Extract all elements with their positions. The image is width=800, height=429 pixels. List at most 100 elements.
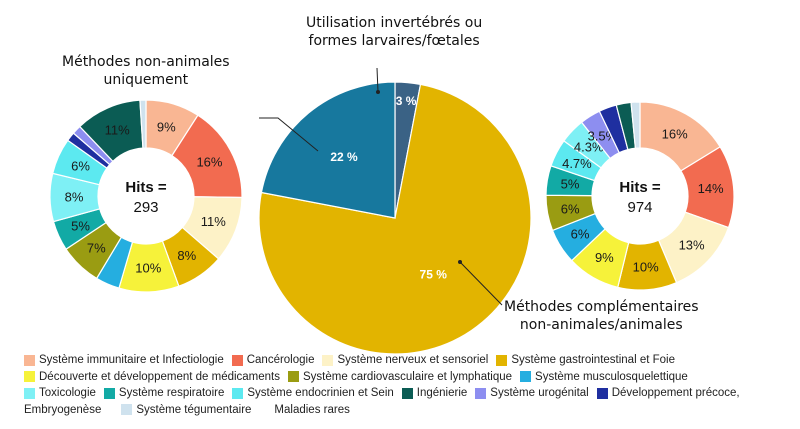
legend-row: Système immunitaire et Infectiologie Canc… [24, 352, 794, 369]
legend-swatch [121, 404, 133, 416]
bottom-annotation: Méthodes complémentaires non-animales/an… [504, 298, 699, 334]
top-label-line2: formes larvaires/fœtales [308, 33, 480, 49]
data-label-systeme-nerveux-et-sensoriel: 11% [201, 214, 226, 229]
legend-item: Cancérologie [231, 352, 315, 369]
left-donut-chart: 9% 16% 11% 8% 10% 7% 5% 8% 6% 11% Hits = 293 [49, 99, 243, 293]
legend-item: Système tégumentaire [121, 402, 251, 419]
legend-swatch [475, 387, 487, 399]
legend-item: Système musculosquelettique [520, 369, 688, 386]
data-label-methodes-non-animales-uniquement: 22 % [330, 150, 358, 164]
data-label-toxicologie: 8% [65, 190, 84, 205]
legend-label: Système tégumentaire [136, 403, 252, 416]
legend-label: Système gastrointestinal et Foie [511, 354, 675, 366]
legend-item: Toxicologie [24, 385, 96, 402]
legend-swatch [24, 354, 35, 366]
data-label-ingenierie: 11% [105, 123, 130, 138]
legend-item: Système cardiovasculaire et lymphatique [288, 369, 512, 386]
bottom-label-line2: non-animales/animales [519, 317, 683, 333]
slice-methodes-complementaires-non-animales-animales [258, 83, 532, 355]
left-title-line1: Méthodes non-animales [62, 54, 230, 70]
leader-line-top [376, 67, 379, 93]
legend-item: Système immunitaire et Infectiologie [24, 352, 224, 369]
legend-row: Toxicologie Système respiratoire Système e… [24, 385, 794, 402]
legend-swatch [496, 354, 508, 366]
leader-line-left [259, 117, 319, 152]
data-label-systeme-respiratoire: 5% [71, 218, 90, 233]
legend-label: Toxicologie [39, 387, 96, 399]
legend-item: Maladies rares [259, 402, 350, 419]
data-label-cancerologie: 16% [196, 154, 222, 169]
data-label-methodes-complementaires-non-animales-animales: 75 % [420, 268, 448, 282]
data-label-toxicologie: 4.3% [574, 139, 604, 154]
legend-swatch [596, 387, 608, 399]
right-donut-chart: 16%14%13%10%9%6%6%5%4.7%4.3%3.5%Hits =97… [545, 101, 735, 291]
data-label-cancerologie: 14% [698, 181, 724, 196]
data-label-systeme-endocrinien-et-sein: 6% [71, 159, 90, 174]
legend-swatch [232, 387, 244, 399]
top-label-line1: Utilisation invertébrés ou [306, 15, 483, 31]
center-pie-chart: 3 % 75 % 22 % [258, 81, 532, 355]
legend-swatch [520, 371, 532, 383]
legend-swatch [322, 354, 334, 366]
legend-swatch [103, 387, 115, 399]
leader-lines [259, 67, 503, 306]
top-annotation: Utilisation invertébrés ou formes larvai… [306, 14, 482, 50]
data-label-systeme-gastrointestinal-et-foie: 10% [633, 259, 659, 274]
legend-row: Embryogenèse Système tégumentaire Maladies… [24, 402, 794, 419]
data-label-decouverte-et-developpement-de-medicaments: 10% [135, 260, 161, 275]
legend-label: Découverte et développement de médicamen… [39, 370, 281, 383]
left-title-line2: uniquement [103, 72, 189, 88]
legend-label: Développement précoce, [611, 387, 740, 399]
legend-swatch [288, 371, 300, 383]
legend-continuation: Embryogenèse [24, 403, 102, 416]
legend-swatch [259, 404, 271, 416]
legend-item: Découverte et développement de médicamen… [24, 369, 280, 386]
leader-dot-bottom [458, 260, 462, 264]
legend-label: Maladies rares [274, 403, 350, 416]
legend-item: Système nerveux et sensoriel [322, 352, 488, 369]
legend-label: Ingénierie [416, 387, 468, 399]
data-label-decouverte-et-developpement-de-medicaments: 9% [595, 250, 614, 265]
bottom-label-line1: Méthodes complémentaires [504, 299, 699, 315]
data-label-systeme-cardiovasculaire-et-lymphatique: 6% [561, 201, 580, 216]
hits-label: Hits = [619, 179, 661, 196]
slice-systeme-tegumentaire [139, 99, 147, 149]
legend-row: Découverte et développement de médicamen… [24, 369, 794, 386]
legend-swatch [24, 387, 35, 399]
legend-label: Système musculosquelettique [535, 370, 688, 383]
legend-label: Système cardiovasculaire et lymphatique [303, 370, 513, 383]
hits-label: Hits = [125, 179, 167, 196]
hits-value: 974 [627, 199, 652, 216]
data-label-systeme-musculosquelettique: 6% [571, 227, 590, 242]
legend-label: Système nerveux et sensoriel [337, 354, 489, 366]
legend-swatch [24, 371, 35, 383]
legend-item: Développement précoce, [596, 385, 740, 402]
hits-value: 293 [133, 199, 158, 216]
legend-item: Système urogénital [475, 385, 589, 402]
left-chart-title: Méthodes non-animales uniquement [62, 53, 230, 89]
data-label-systeme-immunitaire-et-infectiologie: 16% [662, 127, 688, 142]
legend-swatch [401, 387, 413, 399]
legend-label: Système immunitaire et Infectiologie [39, 354, 224, 366]
data-label-systeme-immunitaire-et-infectiologie: 9% [157, 119, 176, 134]
legend-label: Système endocrinien et Sein [247, 387, 394, 399]
legend-item: Système respiratoire [103, 385, 224, 402]
legend-swatch [231, 354, 243, 366]
legend-item: Système endocrinien et Sein [232, 385, 394, 402]
data-label-utilisation-invertebres-ou-formes-larvaires-f-tales: 3 % [396, 94, 417, 108]
legend-item: Ingénierie [401, 385, 468, 402]
legend-label: Cancérologie [246, 354, 315, 366]
slice-methodes-non-animales-uniquement [260, 81, 396, 219]
leader-line-bottom [459, 261, 503, 306]
leader-dot-top [376, 90, 380, 94]
legend-label: Système urogénital [490, 387, 589, 399]
slice-systeme-tegumentaire [630, 101, 641, 149]
legend-item: Système gastrointestinal et Foie [496, 352, 675, 369]
data-label-systeme-nerveux-et-sensoriel: 13% [679, 237, 705, 252]
data-label-systeme-endocrinien-et-sein: 4.7% [562, 156, 592, 171]
legend: Système immunitaire et Infectiologie Canc… [24, 352, 794, 418]
data-label-systeme-respiratoire: 5% [561, 177, 580, 192]
data-label-systeme-cardiovasculaire-et-lymphatique: 7% [87, 241, 106, 256]
data-label-systeme-gastrointestinal-et-foie: 8% [177, 248, 196, 263]
